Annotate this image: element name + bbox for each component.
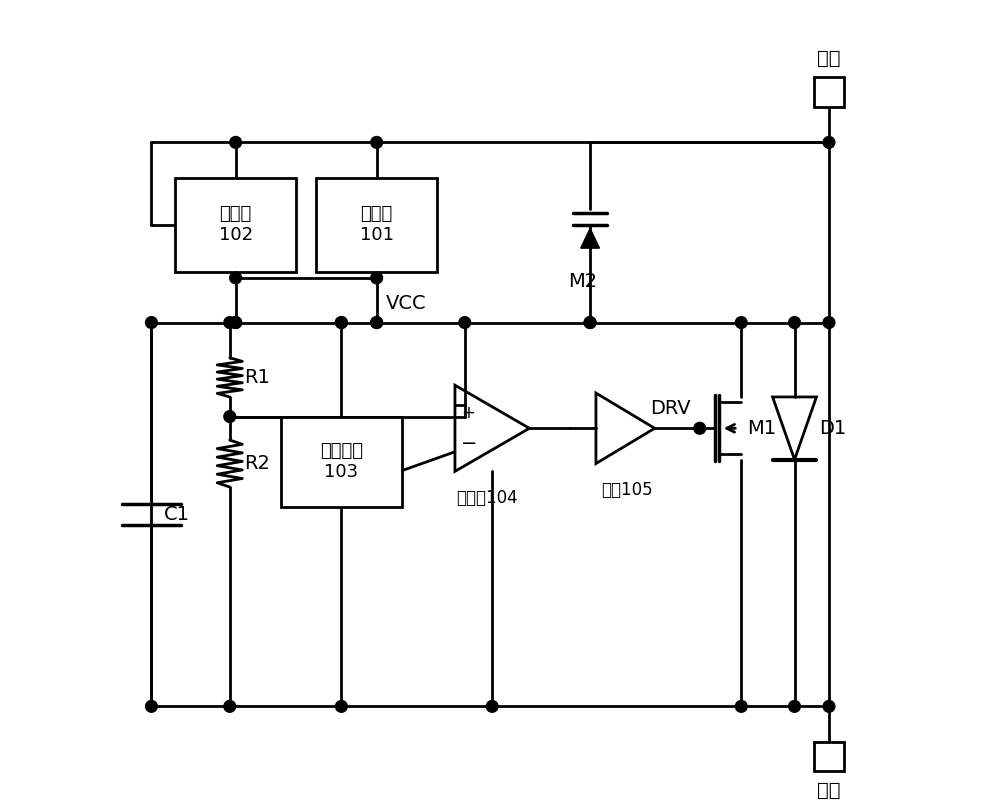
Circle shape — [789, 700, 800, 712]
Circle shape — [146, 317, 157, 329]
Text: 驱动105: 驱动105 — [601, 480, 653, 499]
Bar — [316, 177, 437, 272]
Text: 阳极: 阳极 — [817, 781, 841, 800]
Bar — [281, 416, 402, 507]
Circle shape — [230, 317, 242, 329]
Text: D1: D1 — [820, 419, 847, 438]
Circle shape — [735, 700, 747, 712]
Circle shape — [336, 700, 347, 712]
Circle shape — [584, 317, 596, 329]
Text: R1: R1 — [244, 368, 270, 387]
Text: DRV: DRV — [650, 399, 691, 418]
Circle shape — [336, 317, 347, 329]
Circle shape — [735, 317, 747, 329]
Circle shape — [371, 317, 383, 329]
Text: −: − — [461, 435, 478, 453]
Bar — [814, 742, 844, 772]
Circle shape — [230, 317, 242, 329]
Circle shape — [371, 317, 383, 329]
Text: VCC: VCC — [386, 294, 426, 313]
Circle shape — [371, 136, 383, 148]
Text: 电荷泵
102: 电荷泵 102 — [219, 205, 253, 244]
Text: M1: M1 — [748, 419, 777, 438]
Circle shape — [823, 317, 835, 329]
Text: 振荡器
101: 振荡器 101 — [360, 205, 394, 244]
Bar — [175, 177, 296, 272]
Circle shape — [823, 700, 835, 712]
Circle shape — [224, 317, 236, 329]
Circle shape — [823, 136, 835, 148]
Text: 基准电路
103: 基准电路 103 — [320, 442, 363, 481]
Text: 阴极: 阴极 — [817, 49, 841, 68]
Circle shape — [146, 700, 157, 712]
Text: R2: R2 — [244, 454, 270, 473]
Text: C1: C1 — [164, 505, 190, 524]
Circle shape — [230, 136, 242, 148]
Text: M2: M2 — [568, 272, 597, 290]
Circle shape — [694, 423, 706, 434]
Circle shape — [371, 272, 383, 284]
Circle shape — [224, 700, 236, 712]
Circle shape — [584, 317, 596, 329]
Text: +: + — [461, 403, 475, 422]
Bar — [814, 77, 844, 107]
Circle shape — [230, 272, 242, 284]
Circle shape — [486, 700, 498, 712]
Text: 比较器104: 比较器104 — [457, 488, 518, 507]
Circle shape — [789, 317, 800, 329]
Circle shape — [336, 317, 347, 329]
Circle shape — [224, 411, 236, 423]
Circle shape — [459, 317, 471, 329]
Polygon shape — [581, 229, 599, 248]
